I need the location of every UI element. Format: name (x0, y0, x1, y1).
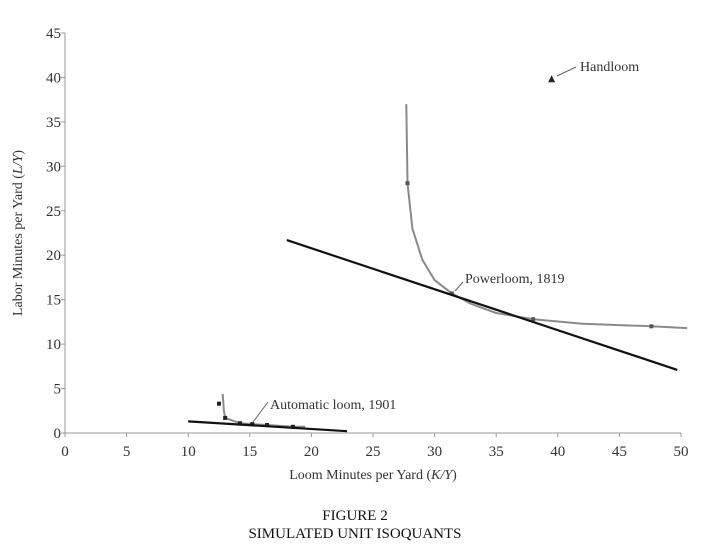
y-tick-label: 20 (46, 248, 61, 264)
powerloom-isocost (286, 239, 678, 371)
y-tick-label: 35 (46, 115, 61, 131)
x-tick-label: 15 (242, 444, 257, 460)
x-tick-label: 25 (366, 444, 381, 460)
x-tick-label: 30 (427, 444, 442, 460)
x-tick-label: 35 (489, 444, 504, 460)
automatic-loom-points-point (223, 415, 228, 420)
x-tick-label: 45 (612, 444, 627, 460)
x-tick-label: 0 (61, 444, 69, 460)
y-tick-label: 5 (54, 382, 62, 398)
y-tick-label: 30 (46, 159, 61, 175)
x-axis-title: Loom Minutes per Yard (K/Y) (289, 468, 457, 483)
leader-powerloom (454, 281, 464, 292)
automatic-loom-isocost (188, 420, 348, 433)
automatic-loom-points-point (265, 423, 270, 427)
y-axis-title: Labor Minutes per Yard (L/Y) (11, 150, 26, 316)
y-tick-label: 10 (46, 337, 61, 353)
annotation-automatic-loom: Automatic loom, 1901 (270, 398, 396, 413)
powerloom-points-point (405, 181, 410, 186)
x-tick-label: 40 (550, 444, 565, 460)
y-tick-label: 0 (54, 426, 62, 442)
powerloom-points-point (649, 324, 654, 329)
annotation-powerloom: Powerloom, 1819 (465, 272, 565, 287)
automatic-loom-points-point (237, 421, 242, 426)
figure-label: FIGURE 2 (322, 508, 387, 524)
y-tick-label: 25 (46, 204, 61, 220)
automatic-loom-points-point (250, 422, 255, 427)
powerloom-points-point (449, 291, 454, 296)
y-tick-label: 45 (46, 26, 61, 42)
x-tick-label: 50 (674, 444, 689, 460)
handloom-marker (548, 75, 556, 83)
powerloom-points-point (531, 317, 536, 322)
axes: 0 5 10 15 20 25 30 35 40 45 50 0 5 10 15 20 25 30 35 40 45 (46, 26, 689, 460)
y-tick-label: 40 (46, 70, 61, 86)
x-tick-label: 10 (181, 444, 196, 460)
automatic-loom-points-point (217, 401, 221, 406)
figure-title: SIMULATED UNIT ISOQUANTS (248, 526, 461, 542)
marks (188, 75, 688, 433)
x-tick-label: 20 (304, 444, 319, 460)
x-tick-label: 5 (123, 444, 131, 460)
y-tick-label: 15 (46, 293, 61, 309)
leader-automatic-loom (252, 401, 269, 423)
leader-handloom (556, 66, 577, 77)
annotation-handloom: Handloom (580, 60, 639, 75)
